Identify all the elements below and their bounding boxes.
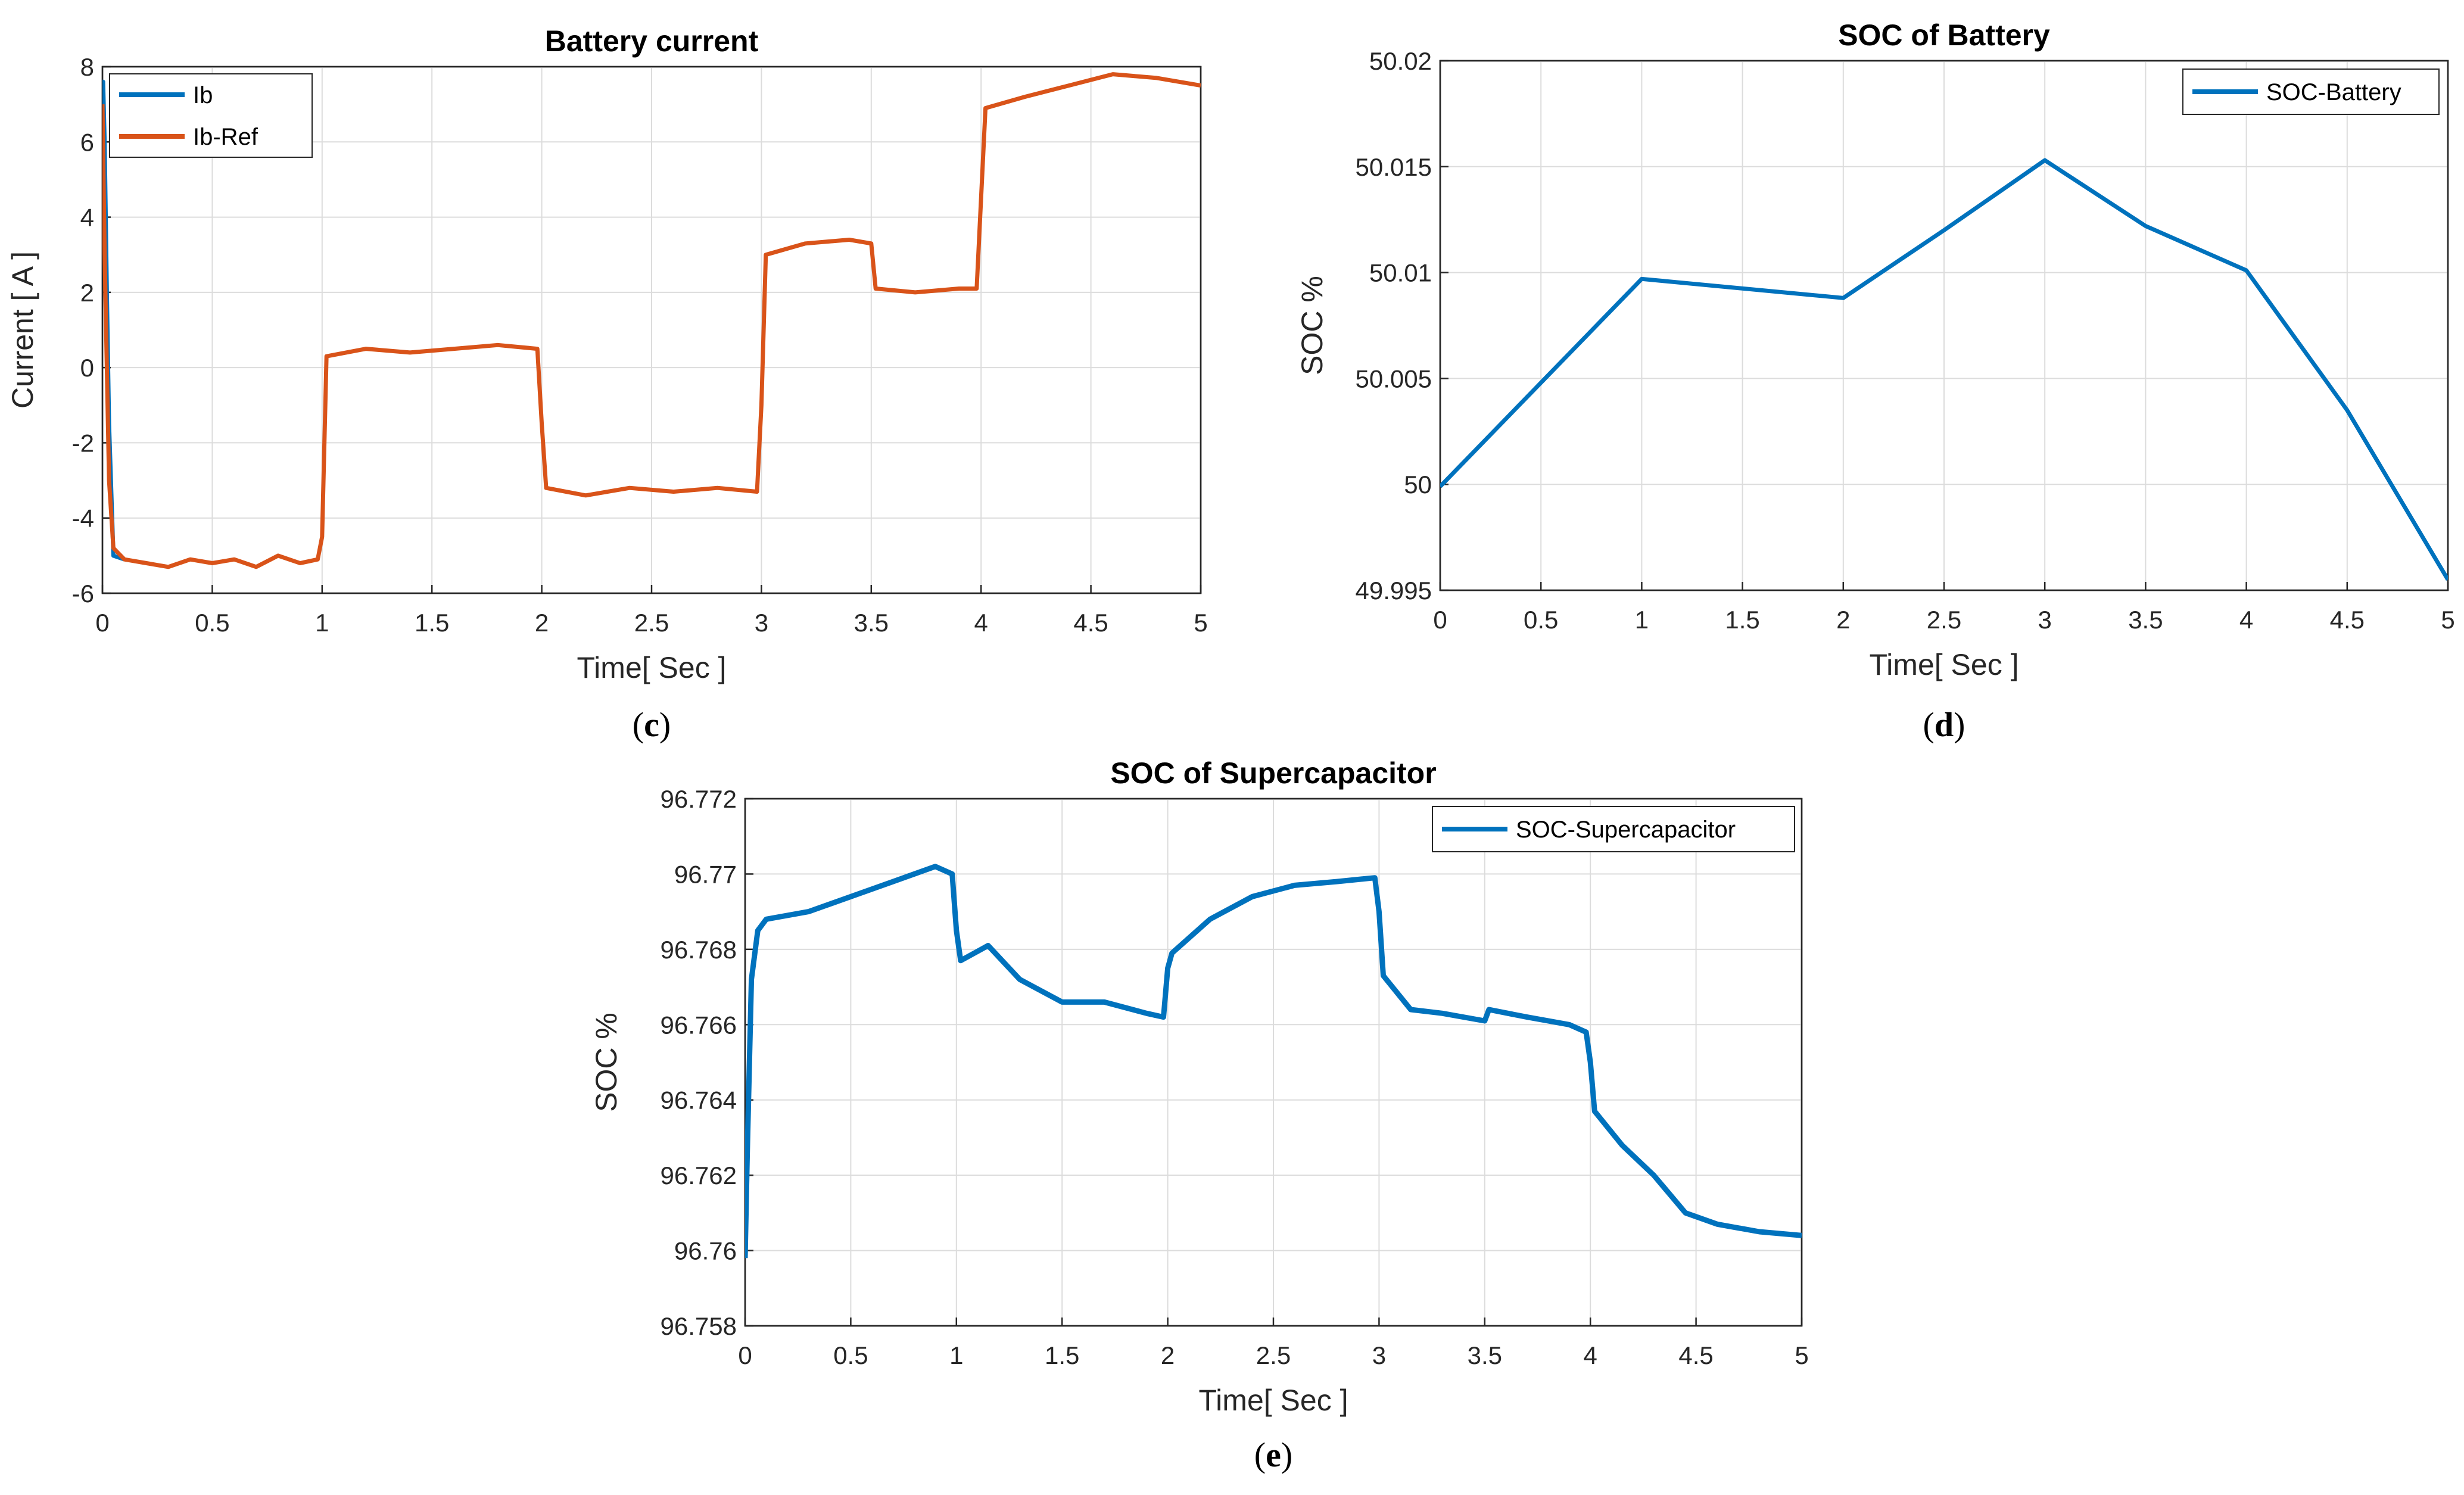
series-line-soc-supercapacitor (745, 864, 1802, 1259)
y-tick-label: 96.758 (661, 1312, 737, 1340)
legend-entry-label: SOC-Battery (2266, 79, 2401, 105)
x-tick-label: 0.5 (195, 609, 229, 637)
x-tick-label: 2 (1836, 606, 1850, 634)
y-tick-label: 96.76 (674, 1237, 737, 1265)
x-tick-label: 3 (1372, 1341, 1386, 1369)
x-tick-label: 1.5 (1725, 606, 1759, 634)
plot-frame (101, 66, 1202, 594)
x-axis-label: Time[ Sec ] (1199, 1384, 1348, 1417)
x-tick-label: 5 (1194, 609, 1207, 637)
y-tick-label: 50.015 (1356, 153, 1432, 181)
x-tick-label: 2 (1161, 1341, 1175, 1369)
x-axis-label: Time[ Sec ] (577, 651, 727, 684)
y-tick-label: 8 (80, 53, 94, 81)
legend: SOC-Supercapacitor (1432, 806, 1795, 852)
x-tick-label: 1.5 (1045, 1341, 1079, 1369)
x-tick-label: 2.5 (1927, 606, 1961, 634)
chart-title: Battery current (545, 24, 759, 58)
y-tick-label: 96.762 (661, 1161, 737, 1189)
y-tick-label: 96.772 (661, 785, 737, 813)
series-line-soc-battery (1440, 158, 2448, 581)
x-tick-label: 0 (95, 609, 109, 637)
x-tick-label: 2.5 (1256, 1341, 1291, 1369)
y-tick-label: -2 (72, 429, 94, 457)
y-tick-label: 50.005 (1356, 365, 1432, 393)
legend-box (109, 73, 313, 158)
y-tick-label: 96.766 (661, 1011, 737, 1039)
y-axis-label: SOC % (590, 1013, 623, 1112)
x-tick-label: 3 (2038, 606, 2052, 634)
y-tick-label: 6 (80, 128, 94, 156)
y-tick-label: 96.77 (674, 860, 737, 888)
y-tick-label: -4 (72, 504, 94, 532)
panel-caption: (c) (633, 705, 671, 744)
y-tick-label: 96.764 (661, 1086, 737, 1114)
y-tick-label: 0 (80, 354, 94, 382)
legend: Ib Ib-Ref (109, 73, 313, 158)
y-axis-label: SOC % (1295, 276, 1329, 375)
legend-entry-label: SOC-Supercapacitor (1516, 817, 1736, 843)
panel-caption-letter: d (1935, 705, 1954, 744)
x-tick-label: 0.5 (1524, 606, 1558, 634)
panel-caption: (d) (1923, 705, 1965, 744)
x-tick-label: 2.5 (634, 609, 669, 637)
x-tick-label: 3.5 (1468, 1341, 1502, 1369)
legend-entry-label: Ib (193, 82, 213, 108)
x-tick-label: 4.5 (2330, 606, 2365, 634)
y-tick-label: 50 (1404, 471, 1432, 499)
x-tick-label: 1.5 (415, 609, 449, 637)
x-tick-label: 1 (315, 609, 329, 637)
y-tick-label: 49.995 (1356, 577, 1432, 605)
y-tick-label: 96.768 (661, 936, 737, 964)
legend-entry-label: Ib-Ref (193, 124, 258, 150)
x-tick-label: 4 (974, 609, 988, 637)
x-tick-label: 4 (2239, 606, 2253, 634)
chart-title: SOC of Supercapacitor (1110, 756, 1436, 790)
plot-frame (1439, 60, 2449, 591)
y-tick-label: 4 (80, 204, 94, 232)
y-tick-label: -6 (72, 580, 94, 608)
x-tick-label: 5 (2441, 606, 2454, 634)
series-line-ib-ref (102, 72, 1201, 569)
x-tick-label: 1 (949, 1341, 963, 1369)
chart-panel-c: 0 0.5 1 1.5 2 2.5 3 3.5 4 4.5 5 -6 -4 -2 0 2 4 6 8 Battery … (6, 24, 1208, 744)
x-tick-label: 5 (1795, 1341, 1808, 1369)
plot-frame (744, 798, 1803, 1327)
y-tick-label: 50.02 (1369, 47, 1432, 75)
x-axis-label: Time[ Sec ] (1870, 648, 2019, 681)
panel-caption-letter: e (1266, 1435, 1281, 1474)
x-tick-label: 4 (1584, 1341, 1597, 1369)
chart-title: SOC of Battery (1838, 18, 2050, 52)
x-tick-label: 4.5 (1678, 1341, 1713, 1369)
y-axis-label: Current [ A ] (6, 251, 39, 409)
y-tick-label: 2 (80, 279, 94, 307)
panel-caption-letter: c (644, 705, 659, 744)
x-tick-label: 2 (535, 609, 549, 637)
chart-panel-d: 0 0.5 1 1.5 2 2.5 3 3.5 4 4.5 5 49.995 50 50.005 50.01… (1295, 18, 2455, 744)
x-tick-label: 0 (1433, 606, 1447, 634)
x-tick-label: 3 (755, 609, 768, 637)
x-tick-label: 0 (738, 1341, 752, 1369)
x-tick-label: 1 (1635, 606, 1649, 634)
panel-caption: (e) (1254, 1435, 1292, 1474)
x-tick-label: 4.5 (1073, 609, 1108, 637)
legend: SOC-Battery (2182, 68, 2440, 115)
y-tick-label: 50.01 (1369, 259, 1432, 287)
x-tick-label: 3.5 (854, 609, 889, 637)
x-tick-label: 0.5 (833, 1341, 868, 1369)
chart-panel-e: 0 0.5 1 1.5 2 2.5 3 3.5 4 4.5 5 96.758 96.76 96.762 96… (590, 756, 1809, 1474)
x-tick-label: 3.5 (2128, 606, 2163, 634)
